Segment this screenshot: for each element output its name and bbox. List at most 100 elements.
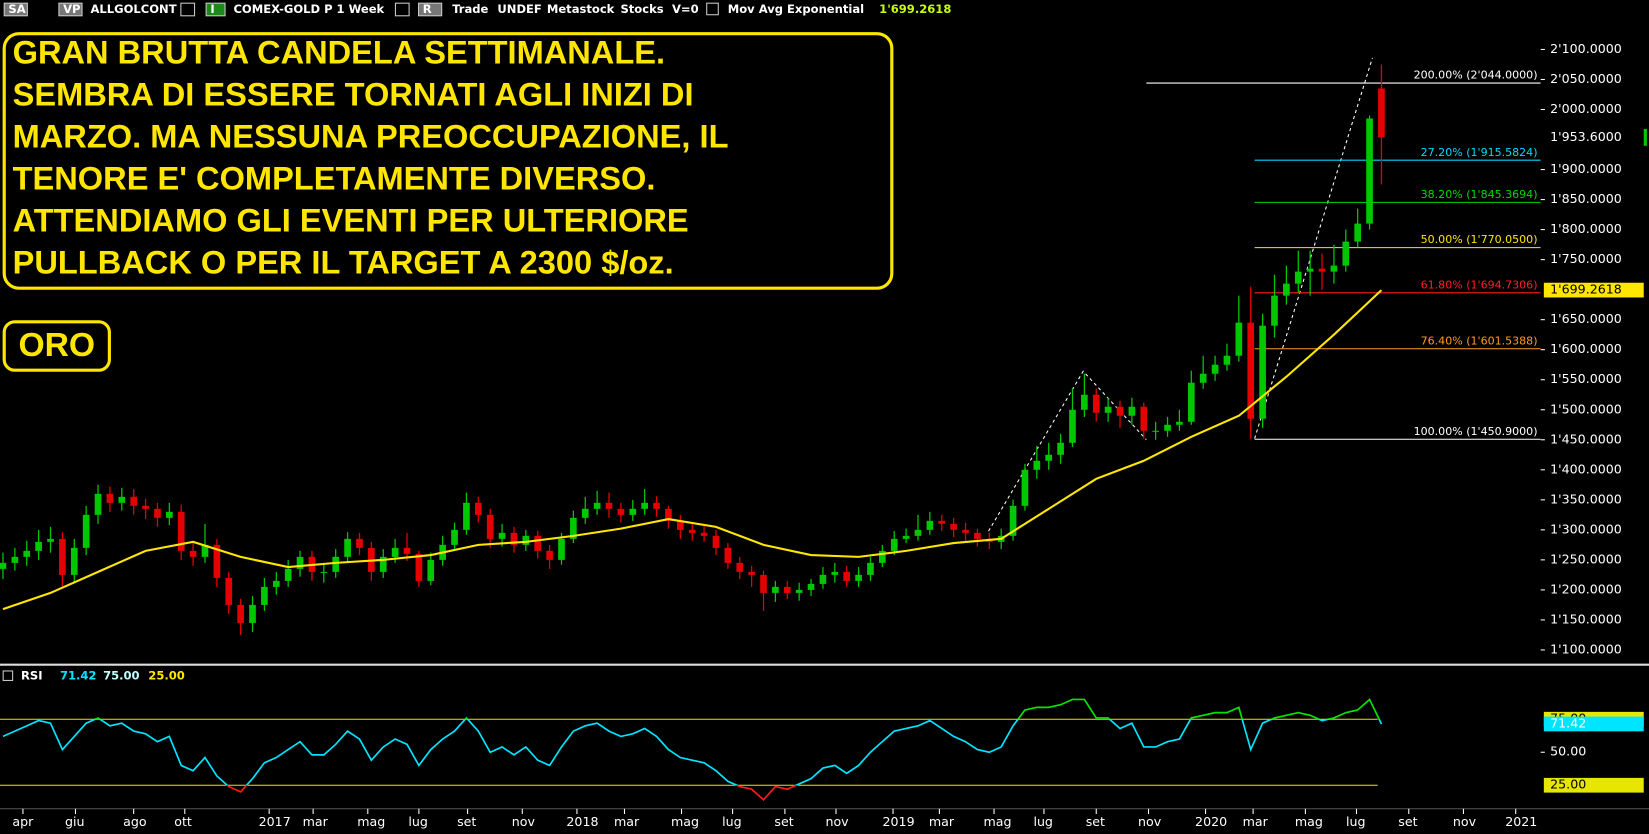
dropdown[interactable] [394, 2, 410, 17]
x-tick-label: 2020 [1195, 814, 1227, 829]
x-tick-label: 2017 [259, 814, 291, 829]
toolbar-items: SA VP ALLGOLCONT I COMEX-GOLD P 1 Week R Trade U… [3, 2, 699, 17]
candle-body [534, 535, 542, 551]
rsi-line [2, 698, 1383, 801]
rsi-value-box [1543, 716, 1644, 732]
candle-body [261, 586, 268, 605]
candle-body [415, 553, 423, 581]
toolbar-button[interactable] [3, 2, 28, 17]
y-tick-label: 1'100.0000 [1550, 641, 1622, 656]
candle-body [629, 508, 637, 515]
x-tick-label: nov [1138, 814, 1162, 829]
toolbar-button[interactable] [205, 2, 226, 17]
x-tick-label: mar [303, 814, 329, 829]
x-tick-label: set [1086, 814, 1105, 829]
rsi-level-value: 25.00 [148, 669, 185, 683]
x-tick-label: nov [825, 814, 849, 829]
x-tick-label: lug [722, 814, 742, 829]
y-tick-label: 1'800.0000 [1550, 221, 1622, 236]
y-tick-label: 2'100.0000 [1550, 41, 1622, 56]
y-tick-label: 2'000.0000 [1550, 101, 1622, 116]
candle-body [653, 502, 660, 509]
candle-body [284, 568, 292, 581]
annotation-line: ATTENDIAMO GLI EVENTI PER ULTERIORE [13, 202, 689, 239]
candle-body [700, 532, 708, 536]
candle-body [189, 550, 197, 557]
candle-body [1116, 406, 1124, 416]
candle-body [47, 538, 54, 542]
x-tick-label: mag [984, 814, 1012, 829]
x-tick-label: mag [357, 814, 385, 829]
candle-body [783, 586, 791, 593]
x-tick-label: ott [174, 814, 192, 829]
toolbar-text: Trade [452, 2, 488, 16]
toolbar-button[interactable] [418, 2, 443, 17]
rsi-level-value: 75.00 [103, 669, 140, 683]
x-tick-label: 2021 [1505, 814, 1537, 829]
toolbar-text: SA [8, 2, 25, 16]
candle-body [962, 529, 969, 533]
candle-body [272, 580, 280, 587]
candle-body [581, 508, 589, 518]
candle-body [1318, 268, 1326, 272]
toolbar-text: COMEX-GOLD P [233, 2, 332, 16]
candle-body [617, 508, 625, 515]
candle-body [1283, 283, 1290, 296]
candle-body [1045, 454, 1053, 461]
y-tick-label: 1'850.0000 [1550, 191, 1622, 206]
candle-body [665, 508, 672, 521]
rsi-value: 71.42 [60, 669, 97, 683]
dropdown[interactable] [180, 2, 196, 17]
candle-body [890, 538, 898, 551]
candle-body [427, 559, 435, 581]
fib-label: 100.00% (1'450.9000) [1414, 425, 1538, 438]
checkbox[interactable] [706, 2, 719, 16]
close-box[interactable] [2, 670, 14, 681]
candle-body [843, 571, 851, 581]
moving-average [2, 289, 1383, 611]
candle-body [118, 496, 126, 503]
candle-body [772, 586, 779, 593]
x-tick-label: nov [1453, 814, 1477, 829]
candle-body [213, 544, 221, 578]
candle-body [1140, 406, 1148, 431]
candle-body [819, 574, 827, 584]
toolbar-text: 1 Week [337, 2, 385, 16]
candle-body [23, 550, 31, 557]
x-tick-label: mar [1243, 814, 1269, 829]
candle-body [736, 562, 744, 572]
candle-body [676, 520, 684, 530]
x-tick-label: mar [614, 814, 640, 829]
indicator-name: Mov Avg Exponential [728, 2, 864, 16]
toolbar-text: R [423, 2, 432, 16]
rsi-level-box [1543, 777, 1644, 793]
candle-body [35, 541, 42, 551]
toolbar-button[interactable] [58, 2, 83, 17]
candle-body [106, 493, 114, 503]
candle-body [1235, 322, 1243, 356]
rsi-name: RSI [21, 669, 43, 683]
candle-body [1164, 424, 1171, 431]
candle-body [1378, 88, 1385, 138]
candle-body [760, 574, 767, 593]
candle-body [379, 556, 387, 572]
fib-label: 50.00% (1'770.0500) [1421, 233, 1538, 246]
toolbar-text: VP [63, 2, 80, 16]
fib-label: 27.20% (1'915.5824) [1421, 146, 1538, 159]
candle-body [94, 493, 102, 515]
axes: 2'100.0000 2'050.0000 2'000.0000 1'900.0000… [12, 41, 1647, 829]
candle-body [225, 577, 233, 605]
candle-body [1354, 223, 1362, 242]
x-tick-label: set [1398, 814, 1417, 829]
x-tick-label: lug [1346, 814, 1366, 829]
candle-body [403, 547, 411, 554]
y-tick-label: 1'650.0000 [1550, 311, 1622, 326]
candle-body [1092, 394, 1100, 413]
ma-value-box [1543, 282, 1644, 298]
candle-body [1247, 322, 1255, 419]
annotation-box [2, 32, 894, 290]
trend-line [988, 370, 1147, 532]
candle-body [1330, 265, 1338, 272]
candle-body [1306, 268, 1314, 272]
